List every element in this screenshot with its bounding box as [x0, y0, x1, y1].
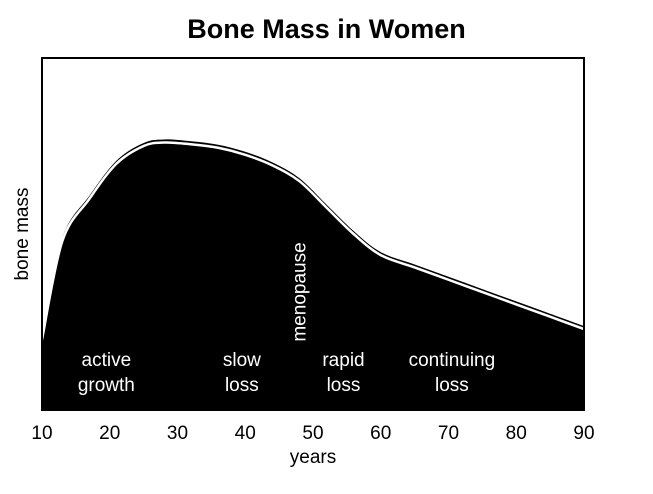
phase-annotation: active growth: [78, 350, 135, 396]
y-axis-label: bone mass: [12, 188, 33, 281]
x-tick-label: 90: [573, 423, 594, 444]
x-tick-label: 40: [235, 423, 256, 444]
x-tick-label: 20: [99, 423, 120, 444]
phase-annotation: rapid loss: [322, 350, 364, 396]
phase-annotation: slow loss: [223, 350, 261, 396]
x-tick-label: 10: [31, 423, 52, 444]
x-tick-label: 80: [506, 423, 527, 444]
x-tick-label: 60: [370, 423, 391, 444]
phase-annotation: continuing loss: [409, 350, 496, 396]
chart-title: Bone Mass in Women: [187, 14, 466, 44]
x-tick-label: 70: [438, 423, 459, 444]
x-tick-label: 50: [302, 423, 323, 444]
bone-mass-area: [42, 139, 584, 410]
x-tick-label: 30: [167, 423, 188, 444]
phase-annotation: menopause: [289, 242, 310, 341]
plot-border: [41, 57, 585, 411]
x-axis-label: years: [290, 447, 336, 468]
bone-mass-line: [40, 141, 585, 340]
